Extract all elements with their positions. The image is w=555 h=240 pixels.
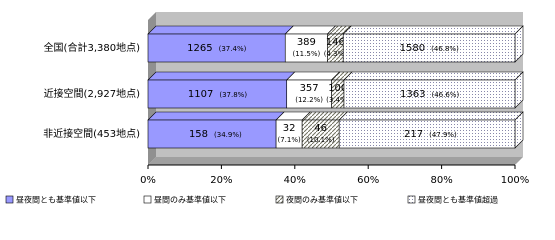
count-label: 1580 — [400, 43, 425, 54]
count-label: 1107 — [188, 89, 213, 100]
count-label: 389 — [297, 37, 316, 48]
value-label: (47.9%) — [429, 131, 457, 139]
legend-label: 昼夜間とも基準値以下 — [16, 195, 96, 205]
count-label: 158 — [189, 129, 208, 140]
value-label: (37.4%) — [219, 45, 247, 53]
bar — [286, 79, 332, 109]
count-label: 357 — [300, 83, 319, 94]
legend-swatch — [407, 195, 416, 204]
value-label: (10.1%) — [307, 136, 335, 144]
x-tick-label: 60% — [357, 175, 379, 186]
category-label: 非近接空間(453地点) — [43, 127, 140, 140]
bar-top — [147, 71, 296, 81]
bar — [342, 33, 516, 63]
category-label: 全国(合計3,380地点) — [44, 41, 141, 54]
count-label: 1363 — [400, 89, 425, 100]
bar — [284, 33, 328, 63]
legend-swatch — [5, 195, 14, 204]
value-label: (46.6%) — [431, 91, 459, 99]
value-label: (3.4%) — [326, 96, 350, 104]
legend-label: 昼夜間とも基準値超過 — [418, 195, 498, 205]
bar — [147, 119, 277, 149]
value-label: (37.8%) — [219, 91, 247, 99]
floor — [148, 157, 523, 165]
value-label: (11.5%) — [293, 50, 321, 58]
count-label: 1265 — [187, 43, 212, 54]
bar-top — [342, 25, 524, 35]
value-label: (7.1%) — [277, 136, 301, 144]
category-label: 近接空間(2,927地点) — [44, 87, 141, 100]
bar-top — [338, 111, 524, 121]
x-tick-label: 0% — [140, 175, 156, 186]
count-label: 217 — [404, 129, 423, 140]
bar — [147, 33, 286, 63]
bar-top — [147, 25, 294, 35]
x-tick-label: 100% — [501, 175, 530, 186]
count-label: 146 — [326, 37, 345, 48]
value-label: (4.3%) — [324, 50, 348, 58]
bar — [147, 79, 288, 109]
x-tick-label: 40% — [284, 175, 306, 186]
chart: 0% 20% 40% 60% 80% 100% 全国(合計3,380地点) 1265 (37.4… — [5, 12, 530, 205]
count-label: 32 — [283, 123, 296, 134]
legend-label: 夜間のみ基準値以下 — [286, 195, 358, 205]
bar-top — [147, 111, 285, 121]
bar — [301, 119, 340, 149]
legend-label: 昼間のみ基準値以下 — [154, 195, 226, 205]
bar — [275, 119, 303, 149]
value-label: (12.2%) — [295, 96, 323, 104]
x-tick-label: 20% — [210, 175, 232, 186]
bar-top — [343, 71, 524, 81]
x-tick-label: 80% — [430, 175, 452, 186]
count-label: 100 — [328, 83, 347, 94]
count-label: 46 — [314, 123, 327, 134]
legend-swatch — [143, 195, 152, 204]
value-label: (34.9%) — [214, 131, 242, 139]
legend-swatch — [275, 195, 284, 204]
bar-top — [286, 71, 341, 81]
bar — [343, 79, 516, 109]
value-label: (46.8%) — [431, 45, 459, 53]
bar-top — [284, 25, 337, 35]
bar — [338, 119, 516, 149]
